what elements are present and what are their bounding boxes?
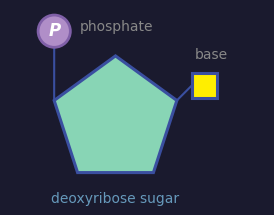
Bar [192, 73, 216, 98]
Text: P: P [48, 22, 60, 40]
Text: phosphate: phosphate [80, 20, 153, 34]
Polygon shape [54, 56, 177, 173]
Text: base: base [195, 48, 228, 62]
Text: deoxyribose sugar: deoxyribose sugar [52, 192, 179, 206]
Circle shape [38, 15, 70, 47]
